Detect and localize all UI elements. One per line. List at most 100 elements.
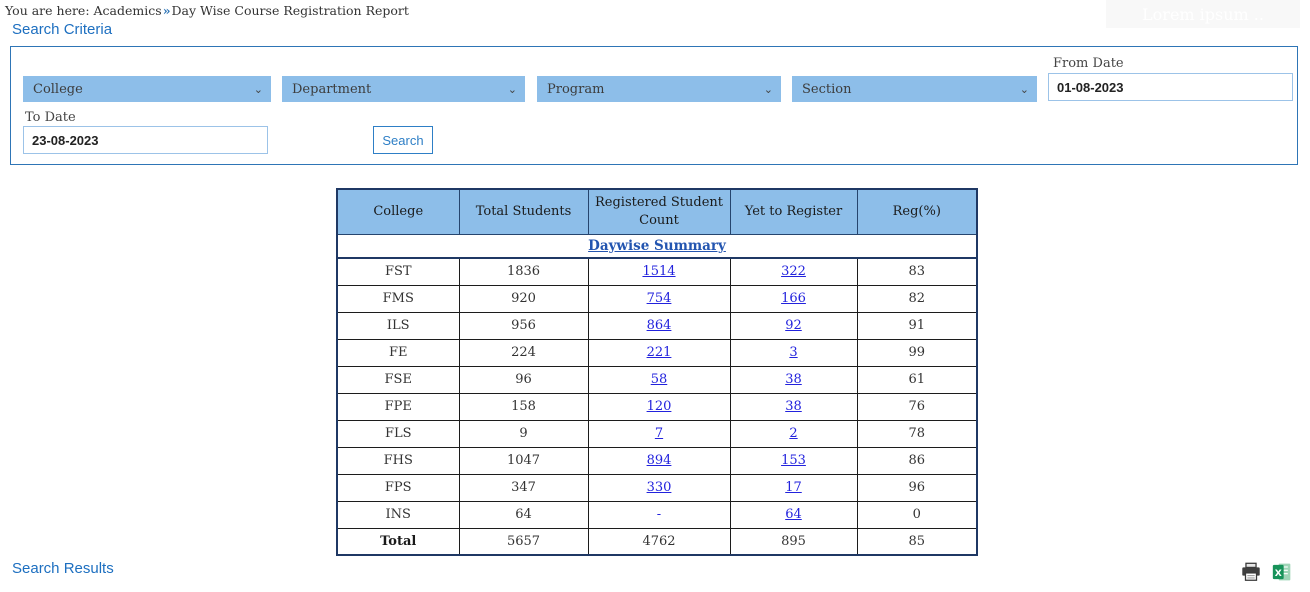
registered-count-cell: 7 xyxy=(587,419,731,448)
registered-count-cell: 221 xyxy=(587,338,731,367)
total-students-cell: 920 xyxy=(458,284,589,313)
to-date-input[interactable] xyxy=(23,126,268,154)
department-dropdown-value: Department xyxy=(292,81,372,97)
svg-text:X: X xyxy=(1275,568,1282,579)
chevron-down-icon: ⌄ xyxy=(763,82,773,96)
table-row: FMS 920 754 166 82 xyxy=(336,284,978,313)
yet-to-register-link[interactable]: 38 xyxy=(785,399,802,414)
table-row: FST 1836 1514 322 83 xyxy=(336,257,978,286)
registered-sum-cell: 4762 xyxy=(587,527,731,556)
registered-count-link[interactable]: 120 xyxy=(646,399,672,414)
daywise-summary-link[interactable]: Daywise Summary xyxy=(588,237,726,254)
yet-to-register-cell: 38 xyxy=(729,365,858,394)
chevron-down-icon: ⌄ xyxy=(1019,82,1029,96)
reg-percent-cell: 83 xyxy=(856,257,978,286)
reg-percent-cell: 0 xyxy=(856,500,978,529)
search-results-title: Search Results xyxy=(12,560,114,577)
yet-to-register-link[interactable]: 2 xyxy=(789,426,798,441)
total-students-cell: 347 xyxy=(458,473,589,502)
table-body: FST 1836 1514 322 83 FMS 920 754 166 82 ILS 956 864 9… xyxy=(336,257,978,529)
college-cell: INS xyxy=(336,500,460,529)
college-cell: FPE xyxy=(336,392,460,421)
reg-percent-cell: 96 xyxy=(856,473,978,502)
reg-percent-cell: 76 xyxy=(856,392,978,421)
breadcrumb-page: Day Wise Course Registration Report xyxy=(171,3,409,18)
college-cell: FMS xyxy=(336,284,460,313)
college-dropdown-value: College xyxy=(33,81,83,97)
daywise-summary-table-wrap: Daywise Summary College Total Students Reg… xyxy=(336,188,978,556)
reg-percent-cell: 91 xyxy=(856,311,978,340)
total-students-cell: 1836 xyxy=(458,257,589,286)
yet-to-register-link[interactable]: 3 xyxy=(789,345,798,360)
reg-percent-cell: 99 xyxy=(856,338,978,367)
table-row: INS 64-64 0 xyxy=(336,500,978,529)
registered-count-link[interactable]: 58 xyxy=(650,372,668,387)
yet-to-register-link[interactable]: 17 xyxy=(785,480,802,495)
breadcrumb-prefix: You are here: xyxy=(5,3,90,18)
registered-count-cell: 894 xyxy=(587,446,731,475)
total-students-cell: 9 xyxy=(458,419,589,448)
department-dropdown[interactable]: Department ⌄ xyxy=(282,76,525,102)
chevron-down-icon: ⌄ xyxy=(507,82,517,96)
total-students-cell: 1047 xyxy=(458,446,589,475)
registered-count-link[interactable]: 894 xyxy=(646,453,672,468)
table-row: FHS 1047 894 153 86 xyxy=(336,446,978,475)
yet-to-register-link[interactable]: 322 xyxy=(781,264,806,280)
breadcrumb-section[interactable]: Academics xyxy=(93,3,162,18)
registered-count-link[interactable]: 330 xyxy=(646,480,672,495)
college-cell: FLS xyxy=(336,419,460,448)
yet-to-register-link[interactable]: 64 xyxy=(785,507,802,522)
registered-count-link[interactable]: 221 xyxy=(646,345,672,360)
college-cell: FE xyxy=(336,338,460,367)
watermark: Lorem ipsum .. xyxy=(1106,0,1300,28)
registered-count-cell: 58 xyxy=(587,365,731,394)
yet-to-register-cell: 166 xyxy=(729,284,858,313)
yet-to-register-link[interactable]: 92 xyxy=(785,318,802,333)
registered-count-link[interactable]: 1514 xyxy=(642,264,676,280)
reg-percent-cell: 86 xyxy=(856,446,978,475)
registered-count-cell: 120 xyxy=(587,392,731,421)
reg-percent-cell: 61 xyxy=(856,365,978,394)
yet-to-register-cell: 3 xyxy=(729,338,858,367)
table-row: FPE 158 120 38 76 xyxy=(336,392,978,421)
table-row: ILS 956 864 92 91 xyxy=(336,311,978,340)
summary-table: Daywise Summary College Total Students Reg… xyxy=(336,188,978,556)
college-cell: FPS xyxy=(336,473,460,502)
registered-count-cell: 754 xyxy=(587,284,731,313)
total-students-cell: 64 xyxy=(458,500,589,529)
export-icons: X xyxy=(1240,561,1293,583)
total-students-cell: 158 xyxy=(458,392,589,421)
registered-count-cell: 1514 xyxy=(587,257,731,286)
to-date-label: To Date xyxy=(25,110,76,125)
from-date-input[interactable] xyxy=(1048,73,1293,101)
search-button[interactable]: Search xyxy=(373,126,433,154)
yet-to-register-cell: 64 xyxy=(729,500,858,529)
table-row: FSE 96 58 38 61 xyxy=(336,365,978,394)
yet-to-register-link[interactable]: 166 xyxy=(781,291,806,306)
breadcrumb-separator-icon: » xyxy=(162,3,171,18)
registered-count-link[interactable]: 754 xyxy=(646,291,672,306)
reg-percent-cell: 78 xyxy=(856,419,978,448)
registered-count-link[interactable]: 864 xyxy=(646,318,672,333)
section-dropdown-value: Section xyxy=(802,81,852,97)
yet-to-register-cell: 38 xyxy=(729,392,858,421)
empty-value-dash: - xyxy=(656,507,662,522)
total-students-sum-cell: 5657 xyxy=(458,527,589,556)
total-students-cell: 96 xyxy=(458,365,589,394)
section-dropdown[interactable]: Section ⌄ xyxy=(792,76,1037,102)
registered-count-link[interactable]: 7 xyxy=(654,426,664,441)
total-label-cell: Total xyxy=(336,527,460,556)
registered-count-cell: 864 xyxy=(587,311,731,340)
column-header: Yet to Register xyxy=(729,188,858,235)
college-cell: FHS xyxy=(336,446,460,475)
yet-to-register-link[interactable]: 38 xyxy=(785,372,802,387)
reg-percent-avg-cell: 85 xyxy=(856,527,978,556)
print-icon[interactable] xyxy=(1240,561,1262,583)
breadcrumb: You are here: Academics»Day Wise Course … xyxy=(5,3,409,18)
program-dropdown[interactable]: Program ⌄ xyxy=(537,76,781,102)
reg-percent-cell: 82 xyxy=(856,284,978,313)
program-dropdown-value: Program xyxy=(547,81,605,97)
college-dropdown[interactable]: College ⌄ xyxy=(23,76,271,102)
excel-export-icon[interactable]: X xyxy=(1271,561,1293,583)
yet-to-register-link[interactable]: 153 xyxy=(781,453,806,468)
